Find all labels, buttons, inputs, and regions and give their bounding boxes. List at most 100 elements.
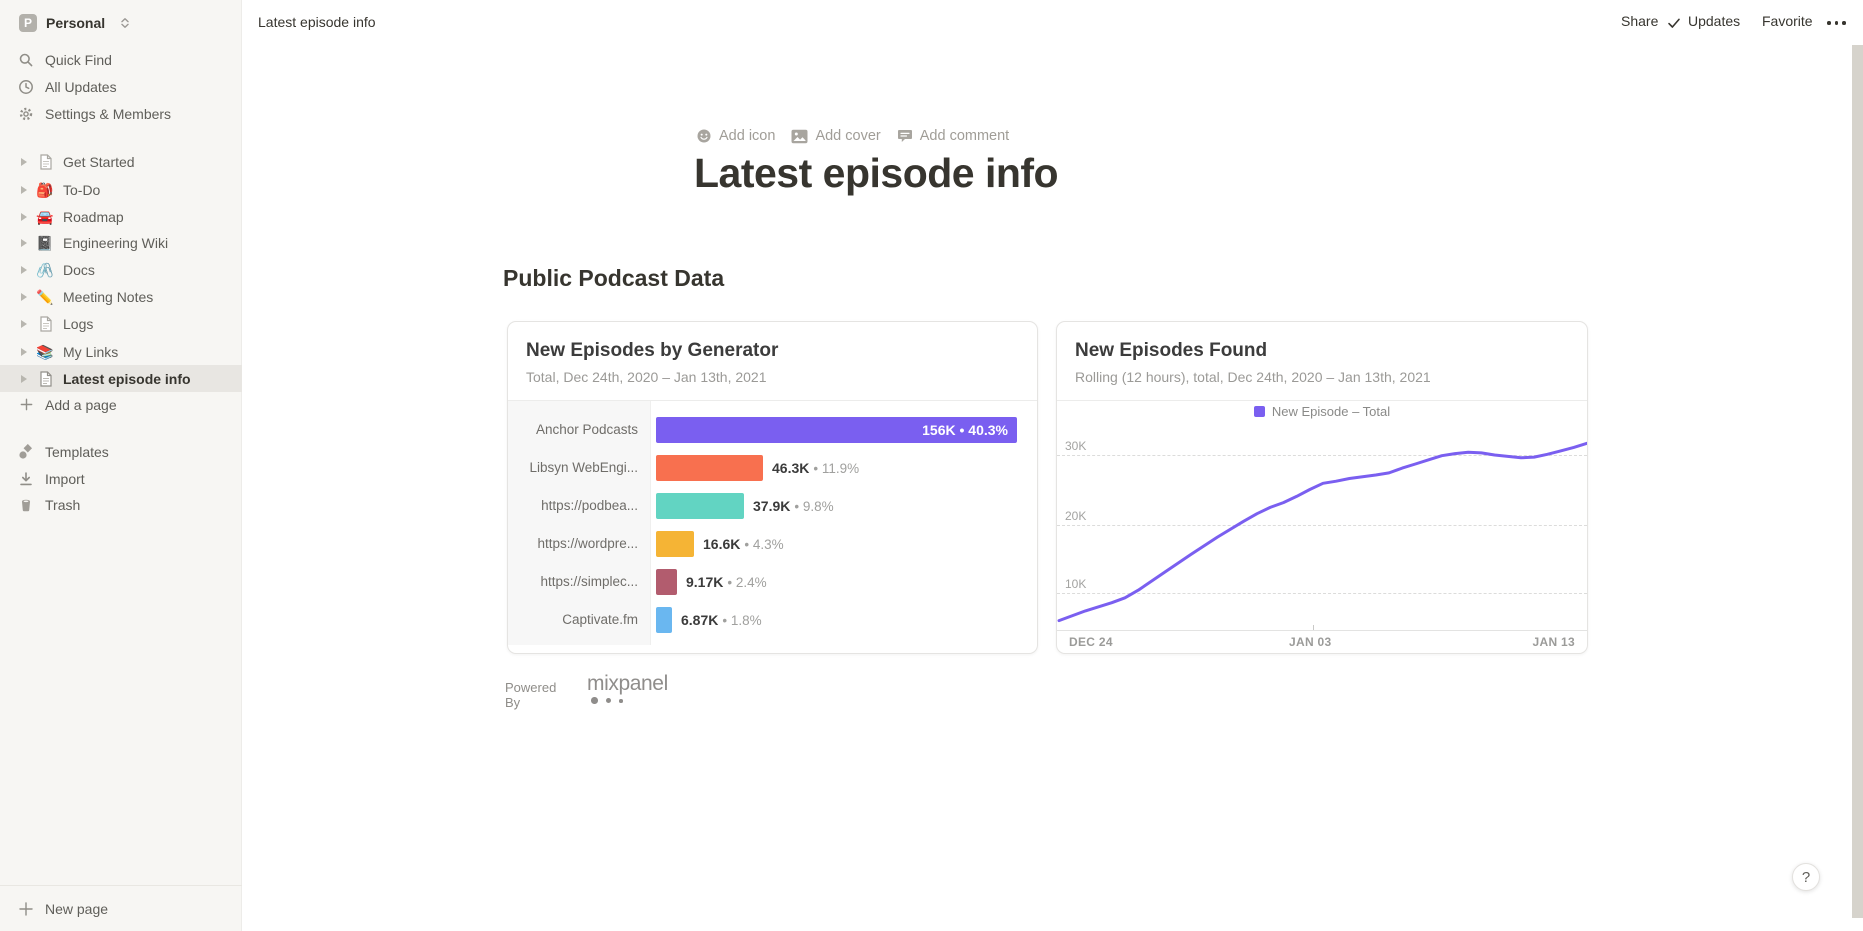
sidebar-page-latest-episode-info[interactable]: Latest episode info [0,365,242,392]
line-series [1057,441,1587,623]
workspace-avatar: P [19,14,37,32]
books-emoji: 📚 [36,343,54,360]
bar [656,493,744,519]
sidebar-page-to-do[interactable]: 🎒 To-Do [0,176,242,203]
expand-toggle-icon[interactable] [21,292,27,301]
sidebar-item-all-updates[interactable]: All Updates [0,73,242,100]
sidebar-item-templates[interactable]: Templates [0,438,242,465]
chart-title: New Episodes Found [1075,340,1268,361]
page-icon [37,315,53,332]
bar [656,455,763,481]
y-tick-label: 20K [1065,509,1087,523]
category-label: https://wordpre... [537,536,638,551]
breadcrumb[interactable]: Latest episode info [258,14,376,30]
chart-subtitle: Total, Dec 24th, 2020 – Jan 13th, 2021 [526,369,767,385]
paperclip-emoji: 🖇️ [36,261,54,278]
add-a-page-button[interactable]: Add a page [0,391,242,418]
expand-toggle-icon[interactable] [21,265,27,274]
bar-row: 46.3K • 11.9% [656,455,859,481]
sidebar-page-docs[interactable]: 🖇️ Docs [0,256,242,283]
category-label: Libsyn WebEngi... [529,460,638,475]
expand-toggle-icon[interactable] [21,319,27,328]
gridline-10k [1057,593,1587,594]
category-label: https://podbea... [541,498,638,513]
expand-toggle-icon[interactable] [21,238,27,247]
y-tick-label: 10K [1065,577,1087,591]
workspace-switcher[interactable]: P Personal [0,8,242,38]
sidebar-item-settings-members[interactable]: Settings & Members [0,100,242,127]
x-axis-line [1057,630,1587,631]
share-button[interactable]: Share [1621,13,1659,29]
x-tick-label: JAN 13 [1532,635,1575,649]
image-icon [791,129,808,144]
plus-icon [18,901,34,917]
chart-legend: New Episode – Total [1057,404,1587,419]
expand-toggle-icon[interactable] [21,212,27,221]
gridline-30k [1057,455,1587,456]
x-tick-label: JAN 03 [1289,635,1332,649]
x-tick-label: DEC 24 [1069,635,1113,649]
sidebar-page-meeting-notes[interactable]: ✏️ Meeting Notes [0,283,242,310]
page-icon [37,153,53,170]
sidebar-page-logs[interactable]: Logs [0,310,242,337]
bar-value-label: 37.9K • 9.8% [753,498,834,514]
trash-icon [18,497,34,513]
sidebar-item-quick-find[interactable]: Quick Find [0,46,242,73]
bar-value-label: 156K • 40.3% [922,422,1008,438]
smiley-icon [696,128,712,144]
expand-toggle-icon[interactable] [21,185,27,194]
templates-icon [18,443,34,460]
search-icon [18,52,34,68]
bar-value-label: 46.3K • 11.9% [772,460,860,476]
bar-row: 16.6K • 4.3% [656,531,784,557]
bar-value-label: 16.6K • 4.3% [703,536,784,552]
scrollbar-thumb[interactable] [1852,45,1863,918]
more-options-button[interactable] [1827,21,1846,25]
bar-row: 9.17K • 2.4% [656,569,767,595]
line-chart-card: New Episodes Found Rolling (12 hours), t… [1056,321,1588,654]
expand-toggle-icon[interactable] [21,347,27,356]
comment-icon [897,128,913,144]
category-label-column: Anchor Podcasts Libsyn WebEngi... https:… [508,401,651,645]
sidebar-item-trash[interactable]: Trash [0,491,242,518]
expand-toggle-icon[interactable] [21,374,27,383]
checkmark-icon [1666,15,1682,31]
bar [656,607,672,633]
import-icon [18,471,34,487]
page-title[interactable]: Latest episode info [694,150,1059,196]
chevron-updown-icon [118,16,132,30]
help-button[interactable]: ? [1792,863,1820,891]
sidebar-page-roadmap[interactable]: 🚘 Roadmap [0,203,242,230]
bar-row: 37.9K • 9.8% [656,493,834,519]
expand-toggle-icon[interactable] [21,157,27,166]
add-comment-button[interactable]: Add comment [897,128,1009,144]
page-icon [37,370,53,387]
sidebar-item-import[interactable]: Import [0,465,242,492]
favorite-button[interactable]: Favorite [1762,13,1813,29]
x-axis-tick [1313,625,1314,630]
category-label: Anchor Podcasts [535,422,638,437]
divider [508,400,1037,401]
backpack-emoji: 🎒 [36,181,54,198]
bar [656,531,694,557]
sidebar-page-get-started[interactable]: Get Started [0,148,242,175]
workspace-name: Personal [46,15,106,31]
section-heading[interactable]: Public Podcast Data [503,265,725,291]
notebook-emoji: 📓 [36,234,54,251]
sidebar-page-engineering-wiki[interactable]: 📓 Engineering Wiki [0,229,242,256]
add-icon-button[interactable]: Add icon [696,128,775,144]
plus-icon [18,397,34,413]
updates-button[interactable]: Updates [1688,13,1741,29]
chart-subtitle: Rolling (12 hours), total, Dec 24th, 202… [1075,369,1431,385]
pencil-emoji: ✏️ [36,288,54,305]
car-emoji: 🚘 [36,208,54,225]
add-cover-button[interactable]: Add cover [791,128,881,144]
legend-label: New Episode – Total [1271,404,1391,419]
bar-chart-card: New Episodes by Generator Total, Dec 24t… [507,321,1038,654]
new-page-button[interactable]: New page [0,885,242,931]
top-bar: Latest episode info Share Updates Favori… [242,0,1863,45]
sidebar: P Personal Quick Find All Updates Settin… [0,0,242,931]
mixpanel-wordmark: mixpanel [587,672,668,695]
sidebar-page-my-links[interactable]: 📚 My Links [0,338,242,365]
